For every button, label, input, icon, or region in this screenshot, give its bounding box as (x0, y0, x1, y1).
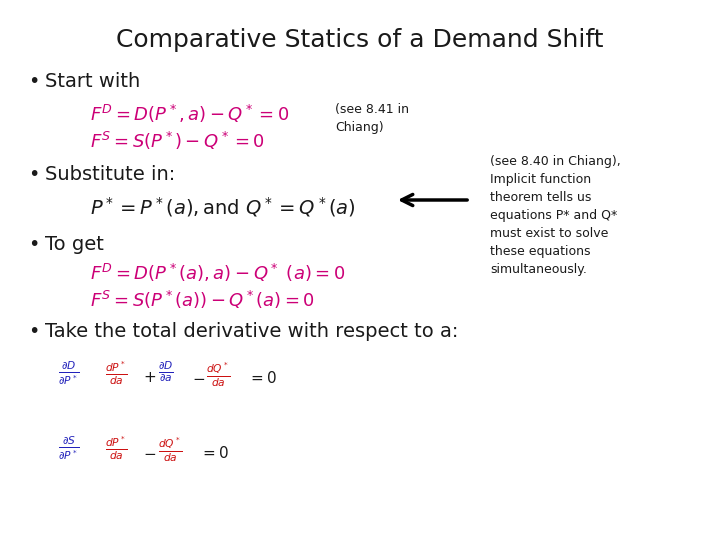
Text: •: • (28, 72, 40, 91)
Text: $\frac{dP^*}{da}$: $\frac{dP^*}{da}$ (105, 435, 128, 462)
Text: $-$: $-$ (143, 445, 156, 460)
Text: (see 8.40 in Chiang),
Implicit function
theorem tells us
equations P* and Q*
mus: (see 8.40 in Chiang), Implicit function … (490, 155, 621, 276)
Text: $=0$: $=0$ (248, 370, 277, 386)
Text: $-$: $-$ (192, 370, 205, 385)
Text: •: • (28, 322, 40, 341)
Text: $\frac{dQ^*}{da}$: $\frac{dQ^*}{da}$ (158, 435, 183, 464)
Text: $F^S = S(P^*(a)) - Q^*(a) = 0$: $F^S = S(P^*(a)) - Q^*(a) = 0$ (90, 289, 315, 311)
Text: To get: To get (45, 235, 104, 254)
Text: $+$: $+$ (143, 370, 156, 385)
Text: $F^S = S(P^*) - Q^* = 0$: $F^S = S(P^*) - Q^* = 0$ (90, 130, 265, 152)
Text: $\frac{\partial D}{\partial a}$: $\frac{\partial D}{\partial a}$ (158, 360, 174, 384)
Text: Comparative Statics of a Demand Shift: Comparative Statics of a Demand Shift (116, 28, 604, 52)
Text: •: • (28, 165, 40, 184)
Text: Take the total derivative with respect to a:: Take the total derivative with respect t… (45, 322, 459, 341)
Text: $P^*=P^*(a), \mathrm{and}\ Q^*=Q^*(a)$: $P^*=P^*(a), \mathrm{and}\ Q^*=Q^*(a)$ (90, 195, 356, 219)
Text: $\frac{\partial D}{\partial P^*}$: $\frac{\partial D}{\partial P^*}$ (58, 360, 80, 388)
Text: $=0$: $=0$ (200, 445, 230, 461)
Text: Start with: Start with (45, 72, 140, 91)
Text: Substitute in:: Substitute in: (45, 165, 175, 184)
Text: •: • (28, 235, 40, 254)
Text: $F^D = D(P^*(a), a) - Q^*\ (a)= 0$: $F^D = D(P^*(a), a) - Q^*\ (a)= 0$ (90, 262, 345, 284)
Text: $\frac{\partial S}{\partial P^*}$: $\frac{\partial S}{\partial P^*}$ (58, 435, 80, 462)
Text: $\frac{dP^*}{da}$: $\frac{dP^*}{da}$ (105, 360, 128, 388)
Text: $\frac{dQ^*}{da}$: $\frac{dQ^*}{da}$ (206, 360, 231, 389)
Text: $F^D = D(P^*, a) - Q^* = 0$: $F^D = D(P^*, a) - Q^* = 0$ (90, 103, 289, 125)
Text: (see 8.41 in
Chiang): (see 8.41 in Chiang) (335, 103, 409, 134)
